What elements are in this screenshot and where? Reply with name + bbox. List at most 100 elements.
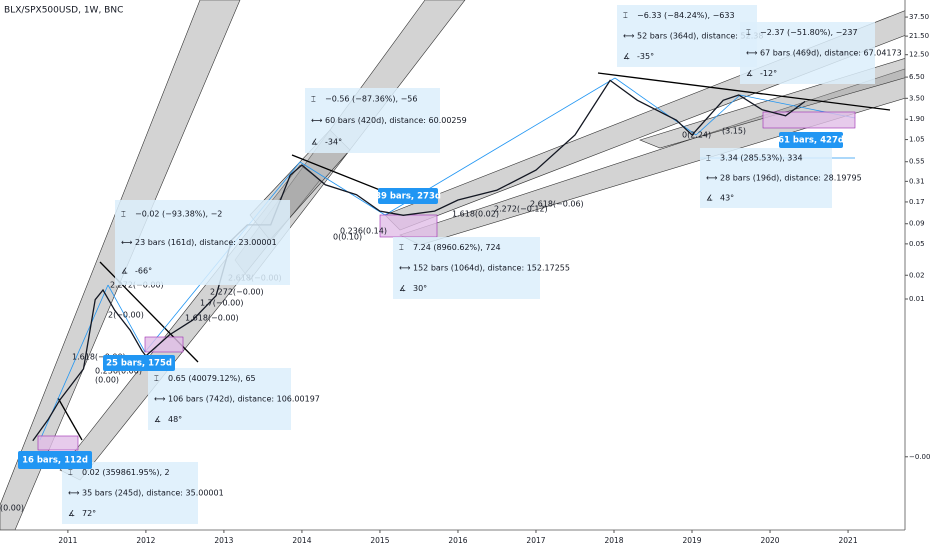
measure-text: 52 bars (364d), distance: 52.38 bbox=[637, 32, 763, 41]
chart-title: BLX/SPX500USD, 1W, BNC bbox=[4, 6, 123, 16]
measure-box: ⌶ 0.65 (40079.12%), 65 ⟷ 106 bars (742d), d… bbox=[148, 368, 320, 430]
measure-text: 30° bbox=[413, 284, 427, 293]
measure-text: 43° bbox=[720, 194, 734, 203]
bar-count-label bbox=[378, 188, 438, 204]
measure-icon: ⌶ bbox=[399, 243, 404, 252]
y-tick-label: 1.90 bbox=[909, 115, 925, 123]
bar-count-label bbox=[779, 132, 843, 148]
measure-text: −0.02 (−93.38%), −2 bbox=[135, 210, 222, 219]
measure-text: 67 bars (469d), distance: 67.04173 bbox=[760, 49, 902, 58]
measure-text: 152 bars (1064d), distance: 152.17255 bbox=[413, 264, 570, 273]
measure-text: 60 bars (420d), distance: 60.00259 bbox=[325, 116, 467, 125]
measure-icon: ⌶ bbox=[121, 210, 126, 219]
measure-bg bbox=[700, 148, 832, 208]
y-tick-label: 37.50 bbox=[909, 13, 929, 21]
y-tick-label: 21.50 bbox=[909, 32, 929, 40]
measure-bg bbox=[305, 88, 440, 153]
fib-label: (3.15) bbox=[722, 127, 746, 136]
measure-icon: ⟷ bbox=[706, 174, 718, 183]
range-box bbox=[37, 435, 79, 451]
measure-icon: ∡ bbox=[121, 266, 128, 275]
measure-icon: ⟷ bbox=[623, 32, 635, 41]
x-tick-label: 2012 bbox=[136, 536, 155, 545]
measure-box: ⌶ −0.56 (−87.36%), −56 ⟷ 60 bars (420d), di… bbox=[305, 88, 467, 153]
trend-line bbox=[291, 154, 386, 193]
measure-bg bbox=[62, 462, 198, 524]
measure-icon: ∡ bbox=[311, 138, 318, 147]
fib-label: 1.7(−0.00) bbox=[200, 299, 243, 308]
trend-line bbox=[597, 72, 891, 111]
x-tick-label: 2013 bbox=[214, 536, 233, 545]
measure-box: ⌶ −0.02 (−93.38%), −2 ⟷ 23 bars (161d), dis… bbox=[115, 200, 290, 285]
range-box bbox=[762, 111, 856, 129]
measure-text: 0.65 (40079.12%), 65 bbox=[168, 374, 256, 383]
measure-box: ⌶ −6.33 (−84.24%), −633⟷ 52 bars (364d), d… bbox=[617, 5, 763, 67]
measure-bg bbox=[148, 368, 291, 430]
measure-text: 72° bbox=[82, 509, 96, 518]
bar-count-text: 25 bars, 175d bbox=[106, 359, 172, 369]
measure-bg bbox=[115, 200, 290, 285]
fib-label: 1.618(−0.00) bbox=[72, 353, 126, 362]
trend-line bbox=[57, 397, 83, 441]
x-tick-label: 2019 bbox=[682, 536, 701, 545]
y-tick-label: 6.50 bbox=[909, 73, 925, 81]
x-tick-label: 2018 bbox=[604, 536, 623, 545]
fib-label: 1.618(−0.00) bbox=[185, 314, 239, 323]
measure-icon: ⌶ bbox=[154, 374, 159, 383]
fib-label: (0.00) bbox=[95, 376, 119, 385]
measure-text: 28 bars (196d), distance: 28.19795 bbox=[720, 174, 862, 183]
x-tick-label: 2014 bbox=[292, 536, 311, 545]
measure-line bbox=[299, 161, 386, 216]
measure-text: −2.37 (−51.80%), −237 bbox=[760, 28, 858, 37]
x-tick-label: 2021 bbox=[839, 536, 858, 545]
x-tick-label: 2016 bbox=[448, 536, 467, 545]
y-tick-label: 1.05 bbox=[909, 136, 925, 144]
measure-text: -34° bbox=[325, 138, 342, 147]
fib-label: 1.618(0.02) bbox=[452, 210, 499, 219]
y-tick-label: 0.05 bbox=[909, 240, 925, 248]
y-tick-label: 0.01 bbox=[909, 295, 925, 303]
measure-text: 0.02 (359861.95%), 2 bbox=[82, 468, 170, 477]
measure-text: 35 bars (245d), distance: 35.00001 bbox=[82, 489, 224, 498]
measure-text: 23 bars (161d), distance: 23.00001 bbox=[135, 238, 277, 247]
measure-text: 106 bars (742d), distance: 106.00197 bbox=[168, 395, 320, 404]
fib-label: 0.236(0.14) bbox=[340, 227, 387, 236]
measure-icon: ∡ bbox=[746, 69, 753, 78]
fib-label: 0(0.10) bbox=[333, 233, 362, 242]
measure-icon: ∡ bbox=[706, 194, 713, 203]
measure-icon: ⟷ bbox=[399, 264, 411, 273]
time-axis bbox=[0, 530, 932, 550]
measure-text: -66° bbox=[135, 266, 152, 275]
y-tick-label: −0.00 bbox=[909, 453, 930, 461]
measure-text: -35° bbox=[637, 52, 654, 61]
bar-count-text: 61 bars, 427d bbox=[778, 136, 844, 146]
measure-icon: ⟷ bbox=[746, 49, 758, 58]
measure-line bbox=[107, 284, 146, 353]
fib-label: 2.618(−0.06) bbox=[530, 200, 584, 209]
x-tick-label: 2015 bbox=[370, 536, 389, 545]
fib-label: 2(−0.00) bbox=[108, 311, 144, 320]
measure-text: −6.33 (−84.24%), −633 bbox=[637, 11, 735, 20]
bar-count-text: 16 bars, 112d bbox=[22, 456, 88, 466]
x-tick-label: 2011 bbox=[58, 536, 77, 545]
measure-icon: ⌶ bbox=[746, 28, 751, 37]
price-line bbox=[32, 79, 806, 442]
measure-text: 48° bbox=[168, 415, 182, 424]
measure-icon: ∡ bbox=[399, 284, 406, 293]
measure-text: -12° bbox=[760, 69, 777, 78]
y-tick-label: 0.31 bbox=[909, 177, 925, 185]
measure-text: 3.34 (285.53%), 334 bbox=[720, 154, 803, 163]
bar-count-label bbox=[103, 355, 175, 371]
y-tick-label: 12.50 bbox=[909, 51, 929, 59]
fib-label: 2.272(−0.12) bbox=[494, 205, 548, 214]
measure-icon: ⟷ bbox=[68, 489, 80, 498]
measure-icon: ∡ bbox=[68, 509, 75, 518]
measure-icon: ⟷ bbox=[121, 238, 133, 247]
measure-box: ⌶ −2.37 (−51.80%), −237 ⟷ 67 bars (469d), d… bbox=[740, 22, 902, 84]
bar-count-label bbox=[18, 451, 92, 469]
range-box bbox=[379, 214, 438, 238]
measure-text: −0.56 (−87.36%), −56 bbox=[325, 94, 417, 103]
measure-bg bbox=[740, 22, 875, 84]
measure-icon: ⌶ bbox=[623, 11, 628, 20]
